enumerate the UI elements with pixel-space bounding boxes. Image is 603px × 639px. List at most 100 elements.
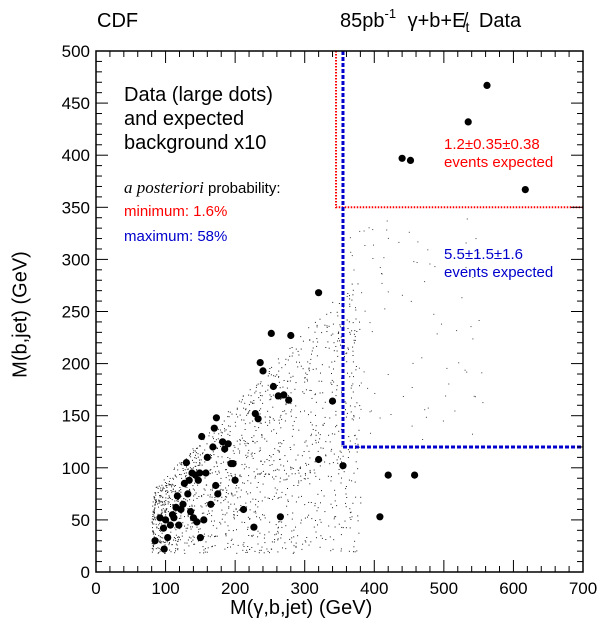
background-dot — [356, 366, 357, 367]
background-dot — [352, 503, 353, 504]
background-dot — [205, 478, 206, 479]
background-dot — [234, 447, 235, 448]
background-dot — [349, 306, 350, 307]
data-point — [287, 332, 294, 339]
background-dot — [299, 468, 300, 469]
background-dot — [354, 270, 355, 271]
background-dot — [153, 501, 154, 502]
background-dot — [331, 362, 332, 363]
background-dot — [161, 485, 162, 486]
background-dot — [179, 463, 180, 464]
background-dot — [252, 456, 253, 457]
background-dot — [274, 496, 275, 497]
data-point — [200, 516, 207, 523]
background-dot — [160, 551, 161, 552]
background-dot — [317, 510, 318, 511]
background-dot — [242, 550, 243, 551]
background-dot — [212, 490, 213, 491]
background-dot — [354, 435, 355, 436]
background-dot — [228, 493, 229, 494]
background-dot — [223, 500, 224, 501]
background-dot — [212, 510, 213, 511]
background-dot — [237, 515, 238, 516]
background-dot — [329, 418, 330, 419]
background-dot — [165, 500, 166, 501]
background-dot — [162, 497, 163, 498]
background-dot — [356, 439, 357, 440]
background-dot — [220, 430, 221, 431]
background-dot — [332, 380, 333, 381]
background-dot — [443, 421, 444, 422]
background-dot — [275, 376, 276, 377]
background-dot — [269, 532, 270, 533]
background-dot — [316, 532, 317, 533]
background-dot — [248, 535, 249, 536]
background-dot — [197, 448, 198, 449]
background-dot — [278, 358, 279, 359]
background-dot — [155, 534, 156, 535]
background-dot — [310, 470, 311, 471]
background-dot — [271, 431, 272, 432]
background-dot — [317, 355, 318, 356]
background-dot — [388, 291, 389, 292]
background-dot — [282, 547, 283, 548]
background-dot — [318, 507, 319, 508]
background-dot — [207, 514, 208, 515]
background-dot — [244, 403, 245, 404]
background-dot — [164, 542, 165, 543]
background-dot — [154, 499, 155, 500]
background-dot — [161, 543, 162, 544]
background-dot — [271, 396, 272, 397]
red-region-expected-value: 1.2±0.35±0.38 — [444, 136, 540, 153]
background-dot — [293, 485, 294, 486]
background-dot — [269, 455, 270, 456]
y-tick-label: 250 — [62, 303, 90, 322]
background-dot — [215, 471, 216, 472]
background-dot — [218, 433, 219, 434]
background-dot — [203, 452, 204, 453]
background-dot — [175, 538, 176, 539]
background-dot — [268, 474, 269, 475]
background-dot — [166, 485, 167, 486]
background-dot — [359, 430, 360, 431]
background-dot — [258, 544, 259, 545]
background-dot — [170, 478, 171, 479]
background-dot — [353, 392, 354, 393]
background-dot — [307, 374, 308, 375]
background-dot — [332, 507, 333, 508]
background-dot — [278, 528, 279, 529]
background-dot — [245, 429, 246, 430]
background-dot — [324, 511, 325, 512]
background-dot — [183, 470, 184, 471]
background-dot — [207, 552, 208, 553]
background-dot — [243, 420, 244, 421]
background-dot — [350, 405, 351, 406]
background-dot — [350, 237, 351, 238]
background-dot — [354, 330, 355, 331]
background-dot — [243, 542, 244, 543]
background-dot — [353, 546, 354, 547]
background-dot — [350, 512, 351, 513]
background-dot — [326, 331, 327, 332]
background-dot — [261, 381, 262, 382]
background-dot — [334, 342, 335, 343]
background-dot — [296, 501, 297, 502]
background-dot — [304, 504, 305, 505]
background-dot — [316, 442, 317, 443]
background-dot — [280, 538, 281, 539]
background-dot — [236, 485, 237, 486]
background-dot — [224, 421, 225, 422]
background-dot — [300, 467, 301, 468]
background-dot — [286, 506, 287, 507]
background-dot — [249, 423, 250, 424]
background-dot — [330, 441, 331, 442]
background-dot — [236, 414, 237, 415]
background-dot — [233, 514, 234, 515]
background-dot — [221, 489, 222, 490]
background-dot — [330, 312, 331, 313]
data-point — [164, 534, 171, 541]
background-dot — [306, 440, 307, 441]
background-dot — [354, 473, 355, 474]
background-dot — [153, 531, 154, 532]
background-dot — [166, 508, 167, 509]
